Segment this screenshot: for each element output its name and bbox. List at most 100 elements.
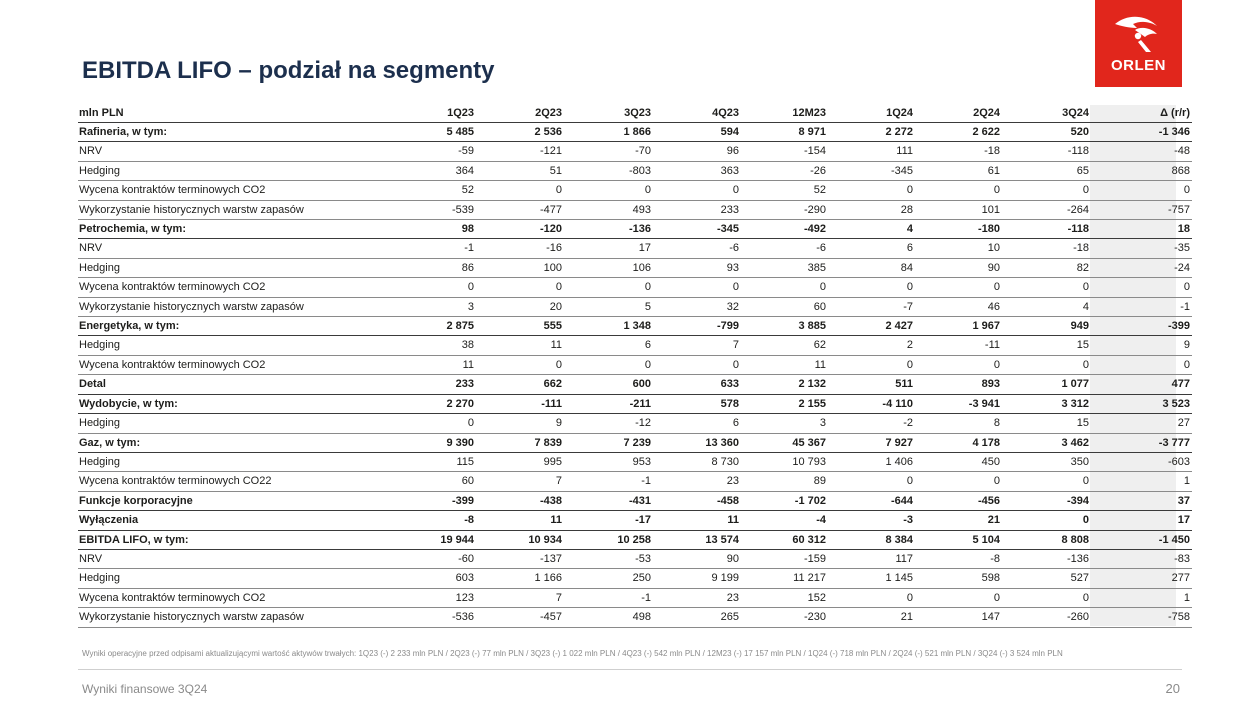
- table-row: Hedging 0 9 -12 6 3 -2 8 15 27: [78, 413, 1192, 434]
- table-cell: -121: [476, 141, 564, 162]
- logo-text: ORLEN: [1111, 57, 1166, 74]
- table-cell: -456: [915, 491, 1002, 512]
- table-cell: 21: [828, 607, 915, 628]
- table-cell: 117: [828, 549, 915, 570]
- table-cell: -1: [564, 471, 653, 492]
- table-row: Hedging 86 100 106 93 385 84 90 82 -24: [78, 258, 1192, 279]
- table-cell: -6: [653, 238, 741, 259]
- table-cell: 364: [390, 161, 476, 182]
- table-cell: 2: [828, 335, 915, 356]
- table-container: mln PLN 1Q23 2Q23 3Q23 4Q23 12M23 1Q24 2Q24 3Q24…: [78, 105, 1192, 628]
- table-row: Hedging 38 11 6 7 62 2 -11 15 9: [78, 335, 1192, 356]
- table-cell: 2 427: [828, 316, 915, 337]
- table-cell: 3: [741, 413, 828, 434]
- table-cell: 6: [653, 413, 741, 434]
- table-cell: 9: [1091, 335, 1192, 356]
- table-cell: 21: [915, 510, 1002, 531]
- table-cell: 11: [476, 510, 564, 531]
- table-cell: 11: [741, 355, 828, 376]
- table-cell: 3 312: [1002, 394, 1091, 415]
- table-cell: -457: [476, 607, 564, 628]
- table-row: Wykorzystanie historycznych warstw zapas…: [78, 297, 1192, 318]
- table-cell: 498: [564, 607, 653, 628]
- table-cell: -118: [1002, 219, 1091, 240]
- table-cell: 152: [741, 588, 828, 609]
- table-cell: 7: [476, 471, 564, 492]
- table-cell: -120: [476, 219, 564, 240]
- table-cell: 600: [564, 374, 653, 395]
- table-cell: 111: [828, 141, 915, 162]
- table-cell: 37: [1091, 491, 1192, 512]
- footer-title: Wyniki finansowe 3Q24: [82, 682, 208, 696]
- table-cell: 0: [1091, 277, 1192, 298]
- table-cell: 23: [653, 588, 741, 609]
- table-cell: -48: [1091, 141, 1192, 162]
- table-header-row: mln PLN 1Q23 2Q23 3Q23 4Q23 12M23 1Q24 2Q24 3Q24…: [78, 105, 1192, 123]
- table-cell: 10 934: [476, 530, 564, 550]
- table-cell: 0: [915, 471, 1002, 492]
- table-cell: 265: [653, 607, 741, 628]
- row-label: Gaz, w tym:: [78, 433, 390, 453]
- table-cell: 493: [564, 200, 653, 221]
- table-cell: 10 793: [741, 452, 828, 473]
- table-cell: 5: [564, 297, 653, 318]
- table-cell: 0: [564, 355, 653, 376]
- table-cell: 995: [476, 452, 564, 473]
- table-cell: 1 077: [1002, 374, 1091, 395]
- table-cell: 0: [915, 588, 1002, 609]
- row-label: Hedging: [78, 452, 390, 473]
- table-cell: 0: [653, 277, 741, 298]
- table-cell: 0: [1002, 355, 1091, 376]
- table-cell: -211: [564, 394, 653, 415]
- table-cell: -1 702: [741, 491, 828, 512]
- table-cell: -136: [564, 219, 653, 240]
- row-label: Wykorzystanie historycznych warstw zapas…: [78, 297, 390, 318]
- table-cell: 450: [915, 452, 1002, 473]
- table-row: NRV -59 -121 -70 96 -154 111 -18 -118 -48: [78, 141, 1192, 162]
- table-row-segment: Petrochemia, w tym: 98 -120 -136 -345 -492 4 -1…: [78, 219, 1192, 240]
- header-label: mln PLN: [78, 105, 390, 123]
- table-cell: -154: [741, 141, 828, 162]
- table-cell: 4: [828, 219, 915, 240]
- table-cell: 2 875: [390, 316, 476, 337]
- table-cell: 3 885: [741, 316, 828, 337]
- table-cell: 0: [653, 355, 741, 376]
- row-label: Funkcje korporacyjne: [78, 491, 390, 512]
- row-label: Hedging: [78, 161, 390, 182]
- table-cell: 0: [1002, 588, 1091, 609]
- table-row-segment: Wyłączenia -8 11 -17 11 -4 -3 21 0 17: [78, 510, 1192, 531]
- table-cell: 52: [390, 180, 476, 201]
- table-cell: 123: [390, 588, 476, 609]
- table-cell: 2 155: [741, 394, 828, 415]
- table-row-segment: Funkcje korporacyjne -399 -438 -431 -458 -1 7…: [78, 491, 1192, 512]
- table-cell: -539: [390, 200, 476, 221]
- row-label: Hedging: [78, 568, 390, 589]
- table-cell: -6: [741, 238, 828, 259]
- table-cell: 8 808: [1002, 530, 1091, 550]
- table-cell: 98: [390, 219, 476, 240]
- table-row-segment: EBITDA LIFO, w tym: 19 944 10 934 10 258 13 …: [78, 530, 1192, 550]
- table-cell: -180: [915, 219, 1002, 240]
- table-row: Wycena kontraktów terminowych CO2 11 0 0 0 11…: [78, 355, 1192, 376]
- column-header: 1Q24: [828, 105, 915, 123]
- row-label: Hedging: [78, 258, 390, 279]
- table-cell: 115: [390, 452, 476, 473]
- table-cell: 13 574: [653, 530, 741, 550]
- table-cell: 233: [653, 200, 741, 221]
- table-cell: 277: [1091, 568, 1192, 589]
- row-label: Petrochemia, w tym:: [78, 219, 390, 240]
- column-header: 3Q24: [1002, 105, 1091, 123]
- table-cell: 13 360: [653, 433, 741, 453]
- table-cell: -60: [390, 549, 476, 570]
- table-cell: -12: [564, 413, 653, 434]
- table-cell: -7: [828, 297, 915, 318]
- table-cell: 2 270: [390, 394, 476, 415]
- table-cell: 6: [828, 238, 915, 259]
- table-cell: -3 777: [1091, 433, 1192, 453]
- row-label: Detal: [78, 374, 390, 395]
- table-cell: 0: [828, 355, 915, 376]
- table-cell: 61: [915, 161, 1002, 182]
- table-cell: 233: [390, 374, 476, 395]
- row-label: Wycena kontraktów terminowych CO2: [78, 355, 390, 376]
- table-cell: 385: [741, 258, 828, 279]
